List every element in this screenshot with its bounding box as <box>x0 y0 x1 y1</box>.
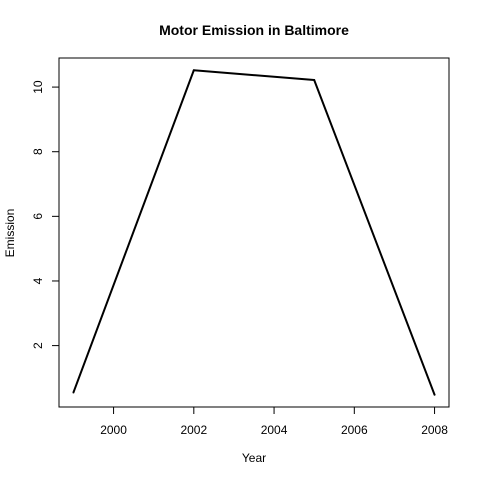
data-point <box>72 391 75 394</box>
x-tick-label: 2006 <box>341 423 368 437</box>
y-tick-label: 4 <box>31 277 45 284</box>
y-tick-label: 10 <box>31 80 45 94</box>
series-layer <box>72 69 436 396</box>
data-point <box>192 69 195 72</box>
chart-title: Motor Emission in Baltimore <box>159 22 349 38</box>
data-point <box>433 393 436 396</box>
x-tick-label: 2002 <box>180 423 207 437</box>
x-tick-label: 2000 <box>100 423 127 437</box>
y-tick-label: 6 <box>31 213 45 220</box>
x-axis: 2000 2002 2004 2006 2008 <box>100 406 448 437</box>
plot-box <box>58 57 450 408</box>
y-axis-label: Emission <box>3 209 17 258</box>
data-point <box>313 78 316 81</box>
y-tick-label: 8 <box>31 148 45 155</box>
series-line <box>72 69 436 396</box>
x-tick-label: 2008 <box>421 423 448 437</box>
x-tick-label: 2004 <box>261 423 288 437</box>
y-axis: 2 4 6 8 10 <box>31 80 60 349</box>
x-axis-label: Year <box>242 451 266 465</box>
y-tick-label: 2 <box>31 342 45 349</box>
